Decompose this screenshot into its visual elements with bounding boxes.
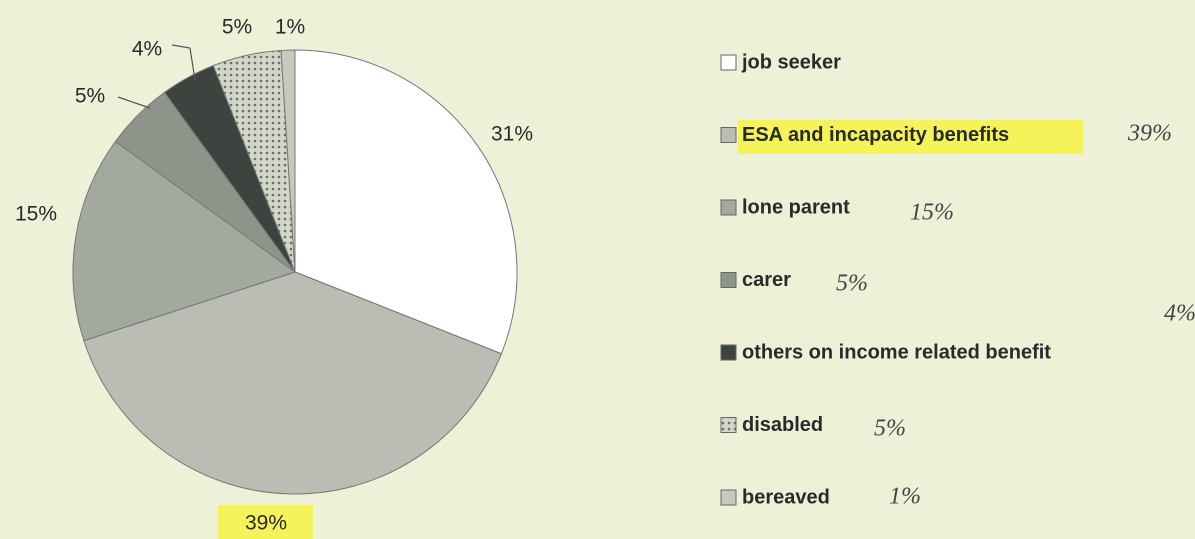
handwritten-note: 39% xyxy=(1127,121,1172,147)
legend-swatch-pattern xyxy=(721,417,736,433)
legend-swatch xyxy=(720,54,737,71)
slice xyxy=(280,49,296,273)
legend-label: carer xyxy=(742,269,791,291)
highlight xyxy=(738,120,1083,154)
legend-label: job seeker xyxy=(741,51,841,73)
legend: job seeker ESA and incapacity benefits lon… xyxy=(720,51,1051,508)
legend-label: disabled xyxy=(742,414,823,436)
legend-swatch xyxy=(720,127,737,143)
legend-label: bereaved xyxy=(742,486,830,508)
highlight xyxy=(218,505,313,539)
leader-line xyxy=(171,44,196,81)
handwritten-note: 4% xyxy=(1164,301,1195,327)
handwritten-note: 15% xyxy=(910,200,954,226)
legend-swatch xyxy=(720,272,737,288)
pie xyxy=(72,49,518,495)
slice-label: 15% xyxy=(15,203,57,226)
legend-swatch xyxy=(720,344,737,361)
slice-label: 5% xyxy=(222,16,252,39)
slice xyxy=(294,49,518,355)
handwritten-note: 1% xyxy=(889,484,921,510)
slice-pattern xyxy=(213,50,295,272)
slice-label: 1% xyxy=(275,16,305,39)
handwritten-note: 5% xyxy=(836,271,868,297)
slice-label: 5% xyxy=(75,85,105,108)
legend-label: others on income related benefit xyxy=(742,341,1051,363)
labels: 31% 39% 15% 5% 4% 5% 1% 39% 15% 5% 4% 5% 1% xyxy=(15,16,1195,535)
slice-label: 4% xyxy=(132,38,162,61)
leader-line xyxy=(117,96,151,109)
legend-label: ESA and incapacity benefits xyxy=(742,124,1009,146)
slice xyxy=(72,140,297,342)
legend-swatch xyxy=(720,199,737,216)
legend-label: lone parent xyxy=(742,196,850,218)
handwritten-note: 5% xyxy=(874,416,906,442)
slice-label: 39% xyxy=(245,512,287,535)
slice-label: 31% xyxy=(491,123,533,146)
legend-swatch xyxy=(720,489,737,506)
slice xyxy=(83,271,503,495)
